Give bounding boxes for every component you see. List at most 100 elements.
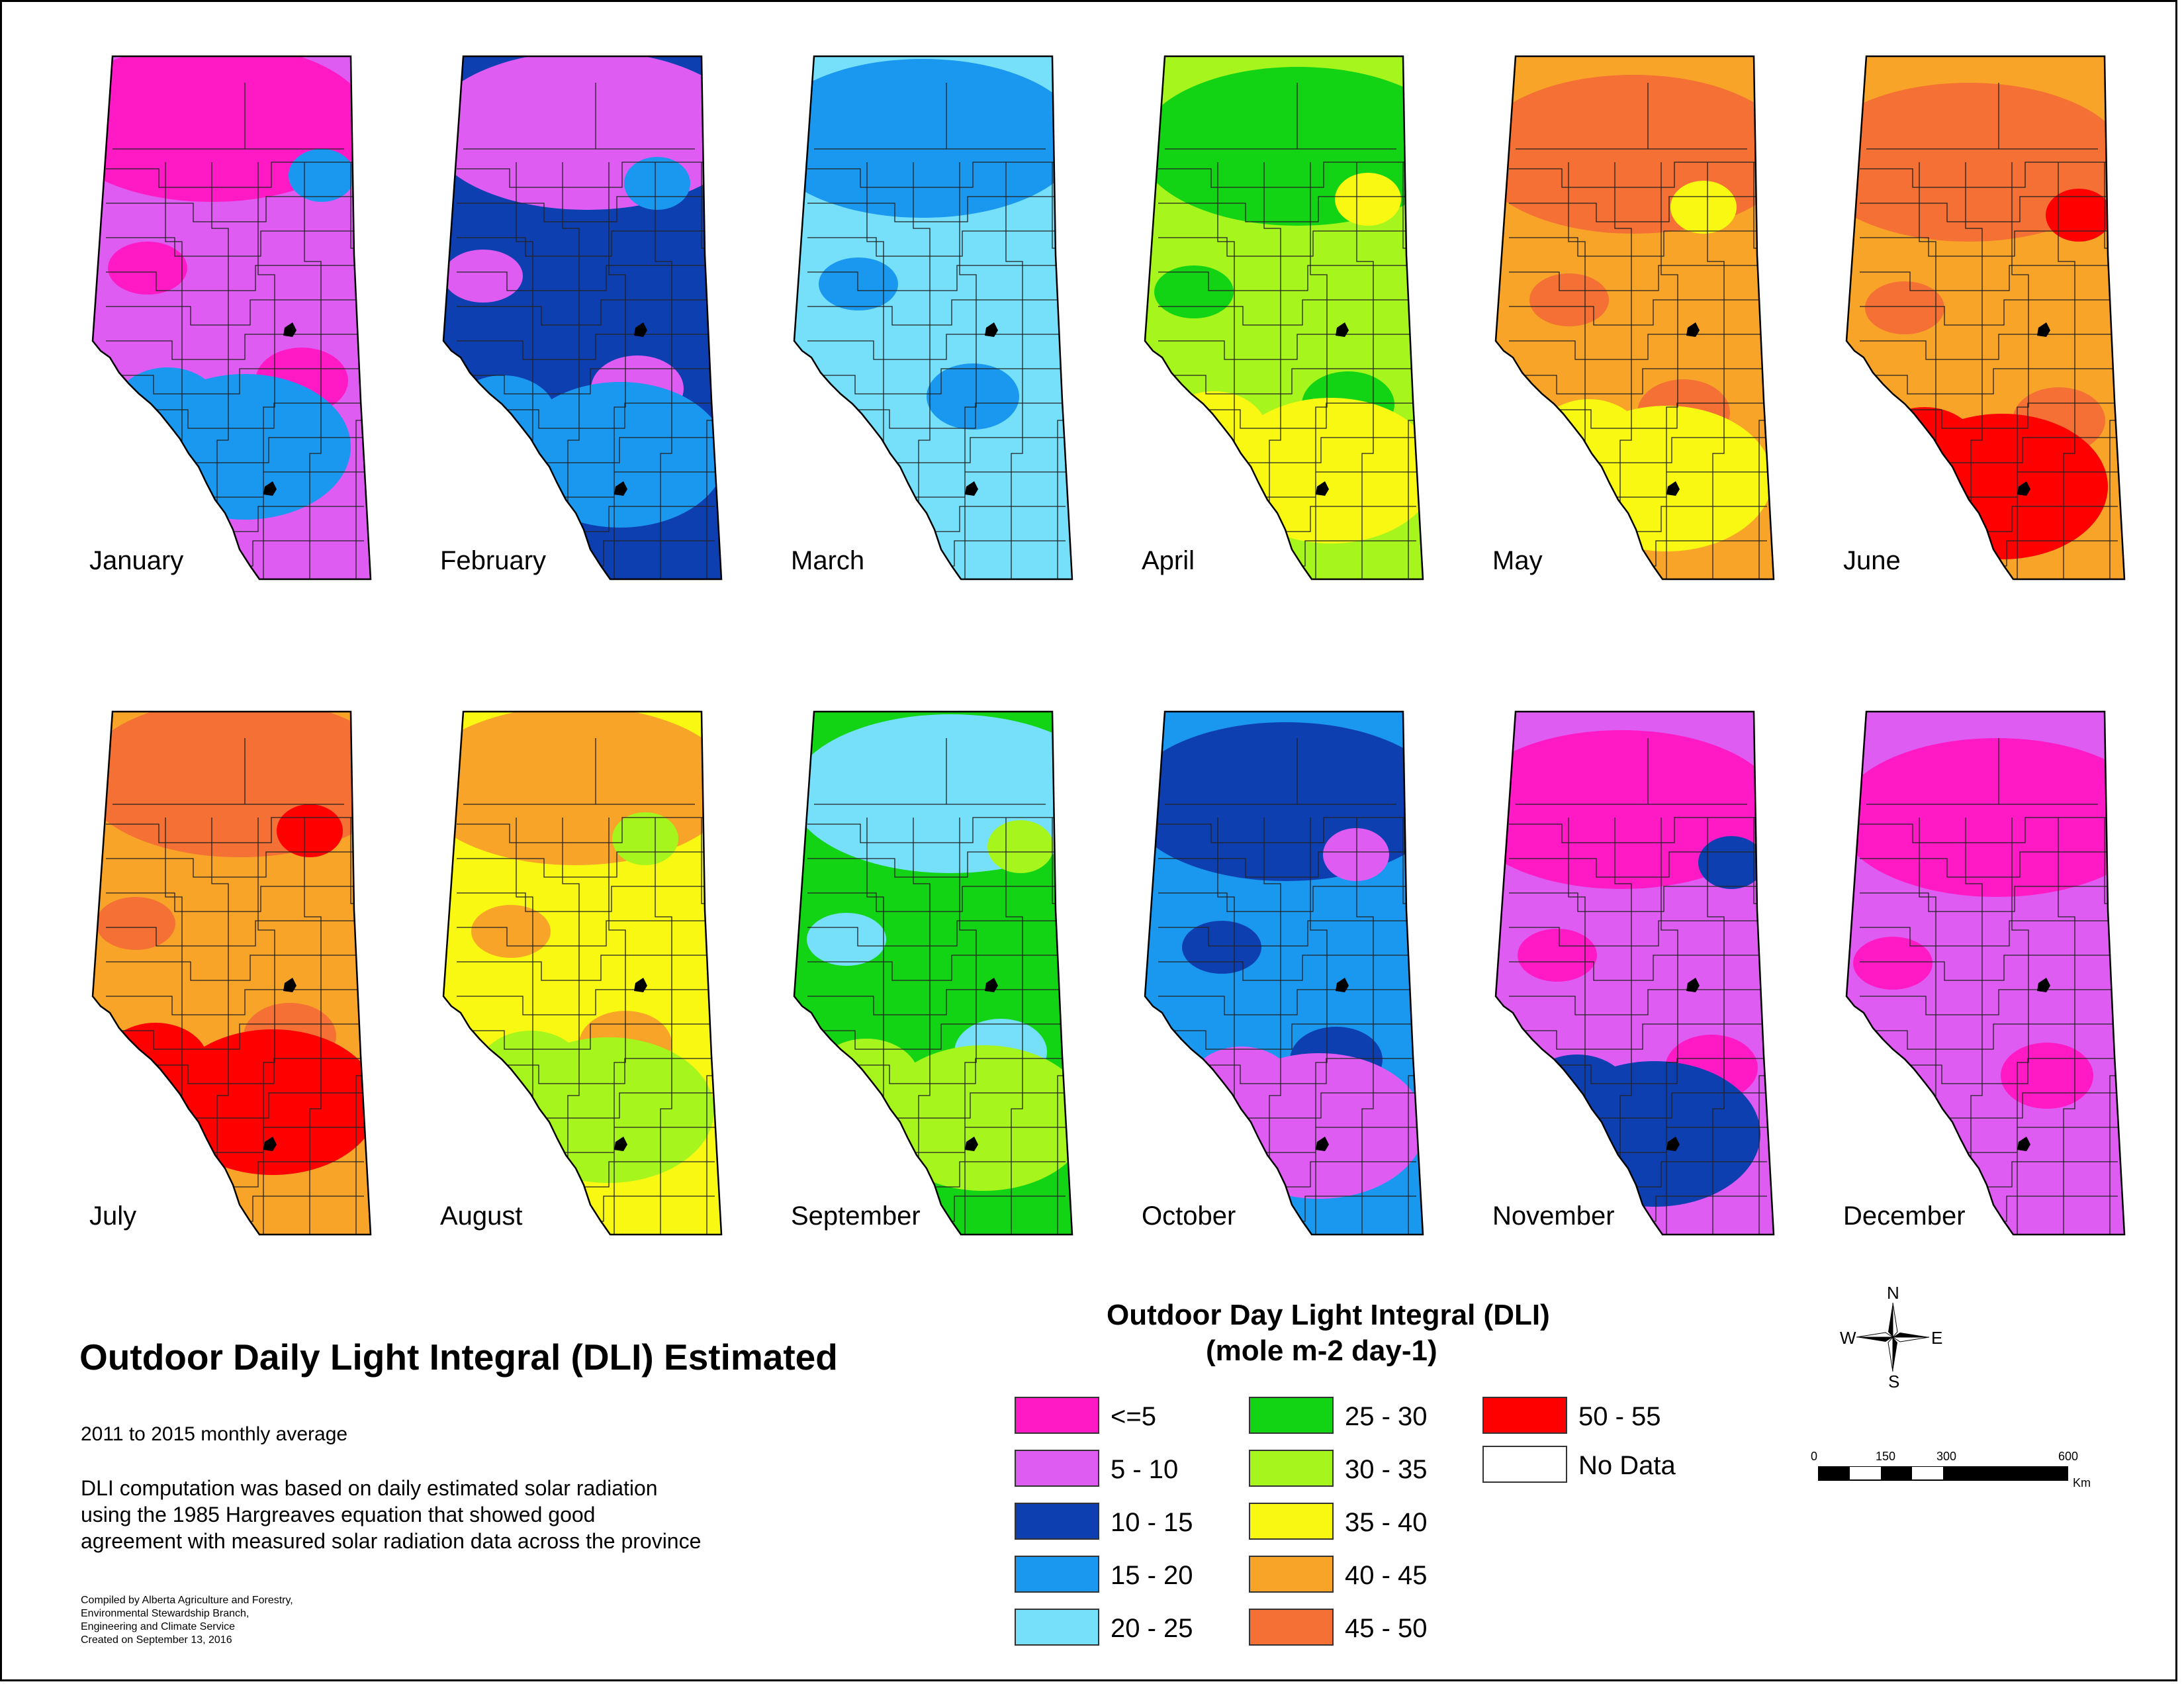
month-label: June: [1843, 546, 1901, 575]
scale-tick: 300: [1936, 1450, 1957, 1463]
legend-label: No Data: [1578, 1451, 1676, 1480]
map-zone: [1145, 67, 1423, 226]
city-marker: [263, 1137, 277, 1151]
city-marker: [614, 1137, 627, 1151]
city-marker: [985, 978, 998, 992]
map-zone: [289, 149, 355, 202]
city-marker: [2037, 322, 2050, 337]
city-marker: [283, 322, 296, 337]
province-outline: [1494, 55, 1775, 581]
credit-line: Environmental Stewardship Branch,: [81, 1608, 250, 1619]
legend-label: 30 - 35: [1345, 1455, 1428, 1484]
legend-swatch: [1249, 1450, 1334, 1487]
map-title: Outdoor Daily Light Integral (DLI) Estim…: [79, 1336, 838, 1378]
map-zone: [987, 820, 1054, 873]
map-zone: [794, 59, 1072, 218]
map-zone: [1182, 921, 1261, 974]
map-zone: [1335, 173, 1401, 226]
province-outline: [442, 55, 723, 581]
map-zone: [1865, 281, 1944, 334]
scale-tick: 150: [1876, 1450, 1896, 1463]
city-marker: [2037, 978, 2050, 992]
month-label: April: [1142, 546, 1195, 575]
legend-label: 40 - 45: [1345, 1561, 1428, 1590]
map-zone: [819, 258, 898, 310]
city-marker: [283, 978, 296, 992]
map-zone: [1524, 1055, 1630, 1134]
map-zone: [443, 712, 721, 865]
credit-line: Engineering and Climate Service: [81, 1621, 236, 1632]
city-marker: [1666, 481, 1680, 496]
province-outline: [793, 55, 1073, 581]
legend-label: 45 - 50: [1345, 1614, 1428, 1643]
city-marker: [1686, 978, 1700, 992]
legend-units: (mole m-2 day-1): [1206, 1335, 1437, 1367]
province-outline: [91, 55, 372, 581]
legend-swatch: [1015, 1397, 1099, 1434]
month-map: [442, 710, 723, 1236]
map-zone: [2001, 1043, 2093, 1109]
map-zone: [471, 905, 551, 958]
monthly-maps: [91, 55, 2126, 1236]
map-zone: [878, 1045, 1072, 1191]
legend-label: 50 - 55: [1578, 1402, 1661, 1431]
month-map: [1494, 55, 1775, 581]
month-map: [1845, 710, 2126, 1236]
map-zone: [1161, 391, 1267, 471]
city-marker: [2017, 481, 2030, 496]
map-zone: [443, 250, 523, 303]
city-marker: [263, 481, 277, 496]
map-zone: [1872, 407, 1978, 487]
month-label: February: [440, 546, 547, 575]
map-zone: [624, 157, 690, 210]
month-label: January: [89, 546, 184, 575]
legend-swatch: [1249, 1609, 1334, 1646]
month-map: [91, 55, 372, 581]
compass-rose-icon: [1856, 1302, 1930, 1372]
city-marker: [1686, 322, 1700, 337]
legend-swatch: [1015, 1450, 1099, 1487]
city-marker: [1336, 322, 1349, 337]
province-outline: [1144, 710, 1424, 1236]
credit-line: Created on September 13, 2016: [81, 1634, 232, 1646]
map-zone: [450, 375, 556, 455]
map-zone: [1189, 1047, 1295, 1126]
map-zone: [1225, 398, 1423, 543]
month-map: [1144, 55, 1424, 581]
map-zone: [1896, 414, 2108, 559]
compass-east: E: [1931, 1328, 1943, 1348]
month-map: [793, 55, 1073, 581]
legend-title: Outdoor Day Light Integral (DLI): [1107, 1299, 1550, 1331]
compass-north: N: [1887, 1283, 1899, 1303]
month-label: November: [1492, 1201, 1615, 1231]
legend-swatch: [1249, 1397, 1334, 1434]
province-outline: [1494, 710, 1775, 1236]
map-zone: [2046, 189, 2112, 242]
month-map: [1845, 55, 2126, 581]
map-zone: [96, 897, 175, 950]
credit-line: Compiled by Alberta Agriculture and Fore…: [81, 1595, 293, 1606]
month-map: [442, 55, 723, 581]
legend-swatch: [1249, 1503, 1334, 1540]
description-line: agreement with measured solar radiation …: [81, 1529, 702, 1553]
city-marker: [1316, 481, 1329, 496]
city-marker: [1666, 1137, 1680, 1151]
map-subtitle: 2011 to 2015 monthly average: [81, 1423, 348, 1445]
legend-label: 10 - 15: [1111, 1508, 1193, 1537]
scale-bar-graphic: [1818, 1466, 2068, 1481]
legend-label: 35 - 40: [1345, 1508, 1428, 1537]
province-outline: [793, 710, 1073, 1236]
province-outline: [442, 710, 723, 1236]
map-zone: [807, 913, 886, 966]
map-zone: [1853, 937, 1933, 990]
north-arrow-icon: N S E W: [1837, 1283, 1949, 1391]
legend-label: 5 - 10: [1111, 1455, 1179, 1484]
month-map: [1494, 710, 1775, 1236]
map-zone: [108, 242, 187, 295]
city-marker: [614, 481, 627, 496]
map-zone: [1529, 273, 1609, 326]
map-zone: [1536, 399, 1642, 479]
month-label: May: [1492, 546, 1543, 575]
province-outline: [91, 710, 372, 1236]
